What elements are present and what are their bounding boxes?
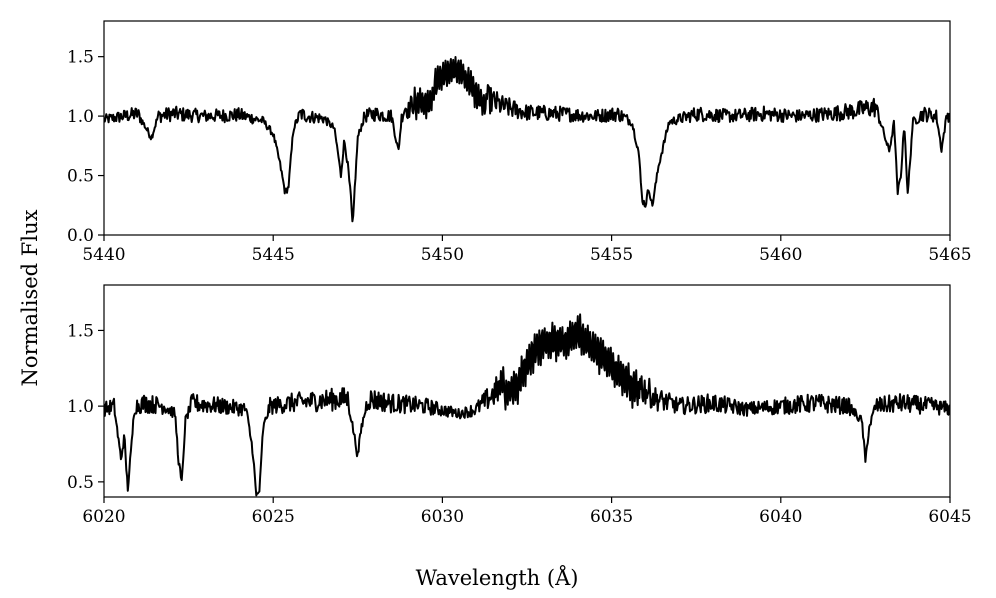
- x-tick-label: 5465: [928, 245, 971, 265]
- spectrum-line: [104, 56, 950, 223]
- x-tick-label: 6020: [82, 507, 125, 527]
- x-tick-label: 5450: [421, 245, 464, 265]
- x-axis-label: Wavelength (Å): [416, 565, 579, 590]
- top-panel: 5440 5445 5450 5455 5460 5465 0.0 0.5 1.0 1.5: [67, 20, 972, 265]
- plot-frame: [103, 284, 951, 498]
- y-tick-label: 1.0: [67, 397, 94, 417]
- y-tick-label: 1.5: [67, 321, 94, 341]
- x-tick-label: 6025: [252, 507, 295, 527]
- y-tick-label: 1.5: [67, 48, 94, 68]
- plot-frame: [103, 20, 951, 236]
- x-tick-label: 5440: [82, 245, 125, 265]
- x-tick-label: 5460: [759, 245, 802, 265]
- x-tick-label: 6040: [759, 507, 802, 527]
- x-tick-label: 6035: [590, 507, 633, 527]
- y-tick-label: 0.5: [67, 473, 94, 493]
- x-tick-label: 6030: [421, 507, 464, 527]
- x-tick-label: 6045: [928, 507, 971, 527]
- bottom-panel: 6020 6025 6030 6035 6040 6045 0.5 1.0 1.5: [67, 284, 972, 527]
- y-tick-label: 1.0: [67, 107, 94, 127]
- x-tick-label: 5455: [590, 245, 633, 265]
- y-tick-label: 0.0: [67, 226, 94, 246]
- spectrum-line: [104, 313, 950, 497]
- y-tick-label: 0.5: [67, 167, 94, 187]
- y-axis-label: Normalised Flux: [18, 209, 42, 386]
- x-tick-label: 5445: [252, 245, 295, 265]
